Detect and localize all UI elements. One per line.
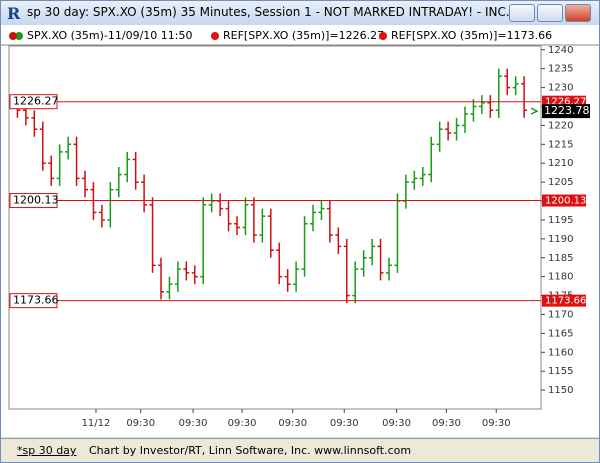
y-tick-label: 1220: [548, 120, 573, 131]
legend-entry: SPX.XO (35m)-11/09/10 11:50: [27, 29, 193, 42]
plot-area: [8, 45, 542, 410]
title-bar: R sp 30 day: SPX.XO (35m) 35 Minutes, Se…: [1, 1, 599, 25]
y-tick-label: 1215: [548, 139, 573, 150]
x-tick-label: 09:30: [179, 418, 208, 429]
last-price-label: 1223.78: [544, 104, 590, 117]
y-tick-label: 1240: [548, 45, 573, 56]
y-tick-label: 1160: [548, 347, 573, 358]
y-tick-label: 1170: [548, 309, 573, 320]
y-tick-label: 1210: [548, 158, 573, 169]
legend-dot: [9, 32, 17, 40]
y-tick-label: 1190: [548, 234, 573, 245]
ref-label-box: [9, 293, 58, 309]
x-tick-label: 09:30: [482, 418, 511, 429]
ref-label-left: 1173.66: [13, 294, 59, 307]
ref-label-left: 1226.27: [13, 95, 59, 108]
ref-label-box: [9, 193, 58, 209]
ref-label-left: 1200.13: [13, 194, 59, 207]
ref-label-right: 1200.13: [545, 196, 586, 207]
y-tick-label: 1165: [548, 328, 573, 339]
y-tick-label: 1185: [548, 253, 573, 264]
minimize-button[interactable]: [509, 4, 535, 22]
ref-label-box: [9, 94, 58, 110]
tab-label[interactable]: *sp 30 day: [17, 444, 77, 457]
x-tick-label: 09:30: [126, 418, 155, 429]
chart: SPX.XO (35m)-11/09/10 11:50 REF[SPX.XO (3…: [1, 25, 599, 437]
legend-dot: [211, 32, 219, 40]
close-button[interactable]: [565, 4, 591, 22]
last-arrow: [530, 107, 539, 115]
x-tick-label: 09:30: [432, 418, 461, 429]
y-tick-label: 1230: [548, 83, 573, 94]
x-tick-label: 11/12: [82, 418, 111, 429]
last-price-box: [542, 104, 590, 119]
credit-text: Chart by Investor/RT, Linn Software, Inc…: [89, 444, 412, 457]
legend-entry: REF[SPX.XO (35m)]=1226.27: [223, 29, 384, 42]
x-tick-label: 09:30: [278, 418, 307, 429]
y-tick-label: 1150: [548, 385, 573, 396]
status-bar: *sp 30 day Chart by Investor/RT, Linn So…: [1, 438, 599, 462]
maximize-button[interactable]: [537, 4, 563, 22]
y-tick-label: 1180: [548, 272, 573, 283]
window-title: sp 30 day: SPX.XO (35m) 35 Minutes, Sess…: [27, 5, 518, 19]
x-tick-label: 09:30: [330, 418, 359, 429]
ref-label-box: [542, 294, 586, 307]
legend-dot: [15, 32, 23, 40]
ref-label-right: 1173.66: [545, 296, 586, 307]
y-tick-label: 1195: [548, 215, 573, 226]
x-tick-label: 09:30: [228, 418, 257, 429]
legend-dot: [379, 32, 387, 40]
y-tick-label: 1235: [548, 64, 573, 75]
x-tick-label: 09:30: [382, 418, 411, 429]
app-icon: R: [7, 4, 21, 23]
ref-label-right: 1226.27: [545, 97, 586, 108]
ref-label-box: [542, 194, 586, 207]
legend-entry: REF[SPX.XO (35m)]=1173.66: [391, 29, 552, 42]
y-tick-label: 1155: [548, 366, 573, 377]
y-tick-label: 1205: [548, 177, 573, 188]
